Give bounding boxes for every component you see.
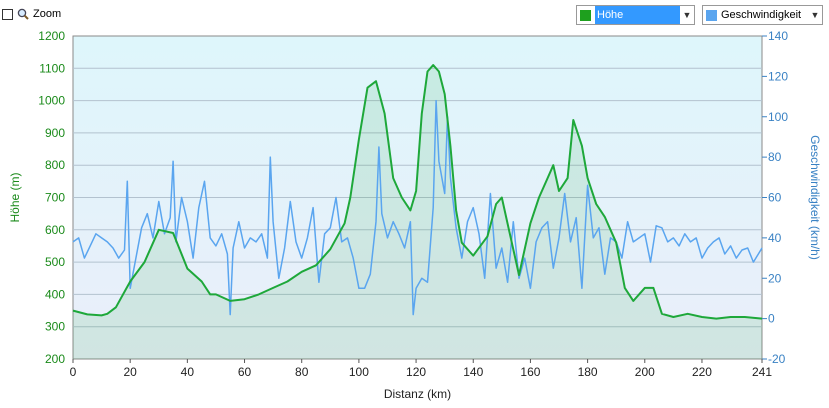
x-axis-tick-label: 100 — [349, 365, 369, 379]
left-series-value: Höhe — [595, 6, 680, 24]
right-series-swatch — [706, 9, 717, 21]
left-axis-tick-label: 900 — [45, 126, 65, 140]
right-axis-tick-label: 140 — [768, 29, 788, 43]
magnifier-icon — [17, 8, 29, 20]
left-axis-tick-label: 1000 — [38, 94, 65, 108]
x-axis-tick-label: 120 — [406, 365, 426, 379]
left-series-swatch — [580, 9, 591, 21]
right-series-value: Geschwindigkeit — [721, 9, 802, 21]
chevron-down-icon[interactable]: ▼ — [810, 10, 820, 20]
right-axis-tick-label: 40 — [768, 231, 782, 245]
right-axis-tick-label: 120 — [768, 69, 788, 83]
speed-series-line — [72, 99, 763, 316]
x-axis-tick-label: 241 — [752, 365, 772, 379]
left-axis-tick-label: 500 — [45, 255, 65, 269]
x-axis-tick-label: 60 — [238, 365, 252, 379]
x-axis-tick-label: 220 — [692, 365, 712, 379]
x-axis-tick-label: 0 — [70, 365, 77, 379]
right-axis-tick-label: 80 — [768, 150, 782, 164]
left-axis-tick-label: 1100 — [39, 61, 65, 75]
left-axis-tick-label: 800 — [45, 158, 65, 172]
right-axis-label: Geschwindigkeit (km/h) — [808, 135, 822, 260]
x-axis-label: Distanz (km) — [384, 387, 451, 401]
right-axis-tick-label: 20 — [768, 271, 782, 285]
x-axis-tick-label: 140 — [463, 365, 483, 379]
chevron-down-icon[interactable]: ▼ — [682, 10, 692, 20]
left-axis-tick-label: 600 — [45, 223, 65, 237]
right-axis-tick-label: 60 — [768, 191, 782, 205]
right-axis-tick-label: 100 — [768, 110, 788, 124]
left-axis-tick-label: 700 — [45, 191, 65, 205]
x-axis-tick-label: 20 — [123, 365, 137, 379]
left-axis-tick-label: 200 — [45, 352, 65, 366]
x-axis-tick-label: 180 — [578, 365, 598, 379]
x-axis-tick-label: 40 — [181, 365, 195, 379]
x-axis-tick-label: 160 — [520, 365, 540, 379]
toolbar: Zoom — [2, 8, 61, 20]
elevation-series-line — [72, 64, 763, 320]
x-axis-tick-label: 200 — [635, 365, 655, 379]
right-axis-tick-label: -20 — [768, 352, 786, 366]
left-axis-tick-label: 300 — [45, 320, 65, 334]
zoom-label: Zoom — [33, 8, 62, 20]
zoom-checkbox[interactable] — [2, 8, 13, 20]
elevation-area — [73, 65, 762, 359]
x-axis-tick-label: 80 — [295, 365, 309, 379]
left-series-select[interactable]: Höhe ▼ — [576, 5, 695, 25]
left-axis-tick-label: 1200 — [38, 29, 65, 43]
left-axis-label: Höhe (m) — [8, 172, 22, 222]
left-axis-tick-label: 400 — [45, 287, 65, 301]
right-series-select[interactable]: Geschwindigkeit ▼ — [702, 5, 823, 25]
right-axis-tick-label: 0 — [768, 312, 775, 326]
